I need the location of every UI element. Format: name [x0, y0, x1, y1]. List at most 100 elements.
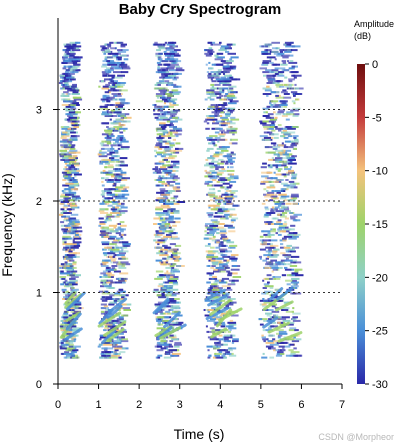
spectrogram-cell: [172, 127, 182, 130]
spectrogram-cell: [59, 199, 64, 202]
spectrogram-cell: [159, 274, 164, 277]
spectrogram-cell: [229, 175, 239, 178]
spectrogram-cell: [100, 122, 110, 125]
spectrogram-cell: [214, 105, 219, 108]
spectrogram-cell: [290, 250, 296, 253]
spectrogram-cell: [283, 199, 288, 202]
spectrogram-cell: [230, 246, 236, 249]
spectrogram-cell: [215, 56, 219, 59]
spectrogram-cell: [221, 146, 230, 149]
spectrogram-cell: [207, 180, 213, 183]
spectrogram-cell: [70, 246, 79, 249]
spectrogram-cell: [163, 305, 167, 308]
spectrogram-cell: [224, 224, 233, 227]
spectrogram-cell: [207, 41, 213, 44]
spectrogram-cell: [114, 190, 121, 192]
spectrogram-cell: [65, 352, 75, 355]
spectrogram-cell: [99, 221, 106, 224]
spectrogram-cell: [174, 217, 181, 220]
spectrogram-cell: [157, 334, 162, 337]
spectrogram-cell: [63, 310, 68, 313]
spectrogram-cell: [167, 146, 172, 149]
spectrogram-cell: [227, 347, 237, 350]
spectrogram-cell: [212, 263, 218, 266]
spectrogram-cell: [120, 290, 126, 293]
spectrogram-cell: [71, 135, 80, 138]
spectrogram-cell: [112, 261, 119, 264]
spectrogram-cell: [229, 190, 238, 192]
spectrogram-cell: [166, 180, 176, 183]
spectrogram-cell: [282, 254, 292, 257]
spectrogram-cell: [271, 186, 276, 189]
spectrogram-cell: [288, 329, 296, 332]
spectrogram-cell: [222, 237, 229, 240]
spectrogram-cell: [73, 169, 81, 172]
spectrogram-cell: [72, 58, 81, 61]
spectrogram-cell: [74, 56, 83, 59]
spectrogram-cell: [223, 298, 231, 300]
spectrogram-cell: [155, 270, 164, 273]
spectrogram-cell: [164, 52, 168, 55]
formant-streak: [276, 286, 294, 301]
spectrogram-cell: [159, 140, 163, 143]
spectrogram-cell: [285, 226, 289, 229]
spectrogram-cell: [289, 248, 295, 251]
spectrogram-cell: [63, 168, 66, 171]
spectrogram-cell: [160, 341, 168, 344]
spectrogram-cell: [227, 283, 236, 286]
spectrogram-cell: [159, 124, 164, 127]
spectrogram-cell: [168, 166, 173, 169]
spectrogram-cell: [72, 83, 77, 86]
spectrogram-cell: [160, 166, 167, 169]
spectrogram-cell: [221, 266, 230, 269]
spectrogram-cell: [169, 201, 178, 203]
spectrogram-cell: [119, 131, 124, 134]
spectrogram-cell: [60, 158, 65, 161]
spectrogram-cell: [227, 158, 233, 161]
spectrogram-cell: [221, 82, 230, 84]
spectrogram-cell: [225, 199, 232, 202]
spectrogram-cell: [72, 288, 79, 291]
spectrogram-cell: [272, 208, 276, 211]
spectrogram-cell: [155, 206, 164, 209]
spectrogram-cell: [101, 226, 109, 229]
spectrogram-cell: [115, 202, 123, 205]
spectrogram-cell: [72, 69, 80, 72]
spectrogram-cell: [231, 279, 239, 282]
spectrogram-cell: [119, 263, 126, 266]
spectrogram-cell: [170, 151, 176, 154]
spectrogram-cell: [60, 270, 64, 273]
spectrogram-cell: [104, 58, 108, 61]
spectrogram-cell: [210, 104, 217, 106]
spectrogram-cell: [279, 208, 285, 211]
spectrogram-cell: [115, 105, 118, 108]
spectrogram-cell: [228, 126, 233, 128]
spectrogram-cell: [211, 329, 218, 332]
spectrogram-cell: [272, 146, 281, 149]
formant-streak: [64, 293, 83, 309]
spectrogram-cell: [264, 206, 269, 209]
spectrogram-cell: [69, 69, 76, 72]
spectrogram-cell: [165, 146, 170, 149]
spectrogram-cell: [268, 318, 272, 321]
spectrogram-cell: [264, 290, 271, 293]
spectrogram-cell: [155, 93, 165, 95]
spectrogram-cell: [160, 67, 169, 70]
spectrogram-cell: [228, 85, 237, 88]
spectrogram-cell: [156, 83, 161, 86]
spectrogram-cell: [283, 83, 288, 86]
spectrogram-cell: [175, 129, 180, 132]
spectrogram-cell: [262, 279, 265, 282]
spectrogram-cell: [109, 158, 114, 161]
spectrogram-cell: [292, 312, 301, 315]
formant-streak: [106, 304, 123, 320]
spectrogram-cell: [68, 162, 71, 165]
spectrogram-cell: [158, 147, 163, 150]
spectrogram-cell: [106, 193, 115, 196]
spectrogram-cell: [159, 312, 164, 315]
spectrogram-cell: [206, 122, 210, 125]
spectrogram-cell: [213, 43, 221, 46]
spectrogram-cell: [213, 206, 221, 209]
spectrogram-cell: [228, 272, 238, 275]
spectrogram-cell: [280, 215, 287, 218]
